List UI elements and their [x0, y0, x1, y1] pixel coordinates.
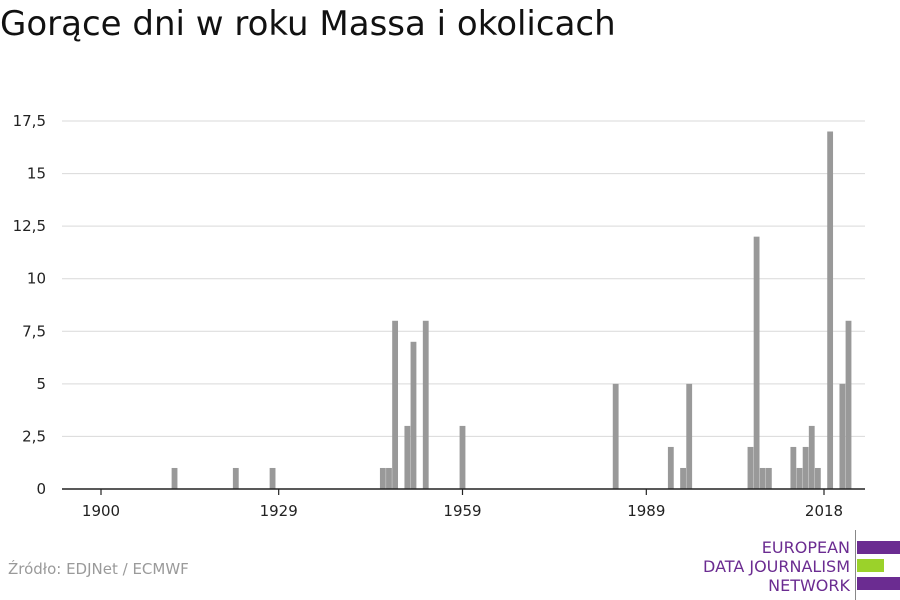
- y-axis-tick-labels: 0 2,5 5 7,5 10 12,5 15 17,5: [13, 112, 46, 498]
- bar: [765, 467, 772, 489]
- bar: [845, 320, 852, 489]
- bar: [459, 425, 466, 489]
- bar: [686, 383, 693, 489]
- gridlines: [62, 120, 865, 437]
- bar: [802, 446, 809, 489]
- y-tick-label: 0: [36, 480, 46, 498]
- bar: [827, 131, 834, 489]
- x-tick-label: 1900: [82, 502, 120, 520]
- y-tick-label: 15: [27, 165, 46, 183]
- bar: [839, 383, 846, 489]
- bar: [759, 467, 766, 489]
- x-tick-label: 1959: [443, 502, 481, 520]
- logo-bar-purple-bottom: [857, 577, 900, 590]
- y-tick-label: 10: [27, 270, 46, 288]
- bar: [753, 236, 760, 489]
- bar: [422, 320, 429, 489]
- y-tick-label: 7,5: [22, 322, 46, 340]
- bar: [612, 383, 619, 489]
- logo-text-line2: DATA JOURNALISM: [703, 557, 850, 576]
- bar: [808, 425, 815, 489]
- x-axis-ticks: 1900 1929 1959 1989 2018: [82, 489, 843, 520]
- x-tick-label: 2018: [805, 502, 843, 520]
- bar: [667, 446, 674, 489]
- bar: [410, 341, 417, 489]
- logo-bar-green: [857, 559, 884, 572]
- bar: [790, 446, 797, 489]
- bar: [269, 467, 276, 489]
- bar: [747, 446, 754, 489]
- bar: [680, 467, 686, 489]
- edjnet-logo: EUROPEAN DATA JOURNALISM NETWORK: [700, 530, 900, 600]
- bar: [171, 467, 178, 489]
- logo-text-line1: EUROPEAN: [761, 538, 850, 557]
- bar: [392, 320, 399, 489]
- chart-title: Gorące dni w roku Massa i okolicach: [0, 4, 616, 44]
- bar: [404, 425, 411, 489]
- source-note: Źródło: EDJNet / ECMWF: [8, 560, 189, 578]
- bars: [171, 131, 852, 489]
- bar: [232, 467, 239, 489]
- x-tick-label: 1929: [260, 502, 298, 520]
- y-tick-label: 17,5: [13, 112, 46, 130]
- logo-bar-purple-top: [857, 541, 900, 554]
- y-tick-label: 5: [36, 375, 46, 393]
- bar: [796, 467, 803, 489]
- bar: [379, 467, 386, 489]
- logo-text-line3: NETWORK: [768, 576, 850, 595]
- x-tick-label: 1989: [627, 502, 665, 520]
- logo-divider: [855, 530, 856, 600]
- bar: [814, 467, 821, 489]
- y-tick-label: 2,5: [22, 427, 46, 445]
- bar-chart: 0 2,5 5 7,5 10 12,5 15 17,5 1900 1929 1959 1989 201…: [13, 112, 865, 520]
- y-tick-label: 12,5: [13, 217, 46, 235]
- bar: [386, 467, 392, 489]
